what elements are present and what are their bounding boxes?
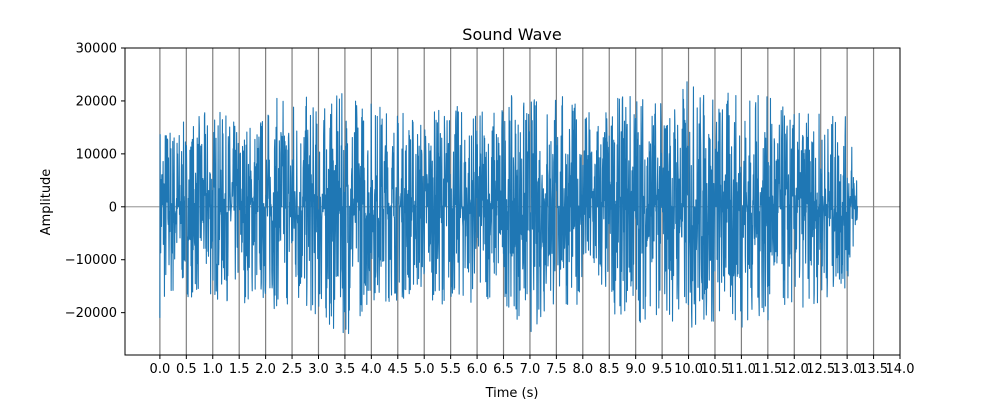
x-tick-label: 5.0 — [414, 362, 435, 377]
y-tick-label: 20000 — [76, 94, 117, 109]
x-tick-label: 7.0 — [520, 362, 541, 377]
x-tick-label: 14.0 — [886, 362, 915, 377]
x-tick-label: 4.0 — [361, 362, 382, 377]
x-tick-label: 13.5 — [859, 362, 888, 377]
x-tick-label: 1.5 — [229, 362, 250, 377]
waveform-series-line — [159, 81, 859, 335]
x-tick-label: 8.5 — [599, 362, 620, 377]
x-tick-label: 1.0 — [202, 362, 223, 377]
y-tick-label: −20000 — [65, 306, 117, 321]
x-tick-label: 6.5 — [493, 362, 514, 377]
y-axis-ticks: −20000 −10000 0 10000 20000 30000 — [65, 42, 125, 321]
x-tick-label: 12.5 — [806, 362, 835, 377]
x-axis-ticks: 0.0 0.5 1.0 1.5 2.0 2.5 3.0 3.5 4.0 4.5 5.0 5.5 6.0 6… — [150, 355, 915, 377]
x-tick-label: 11.0 — [727, 362, 756, 377]
x-tick-label: 10.5 — [700, 362, 729, 377]
plot-frame — [124, 47, 901, 356]
y-tick-label: 30000 — [76, 42, 117, 57]
x-tick-label: 2.0 — [255, 362, 276, 377]
x-tick-label: 8.0 — [572, 362, 593, 377]
x-tick-label: 7.5 — [546, 362, 567, 377]
x-tick-label: 13.0 — [833, 362, 862, 377]
x-tick-label: 4.5 — [387, 362, 408, 377]
x-tick-label: 3.5 — [335, 362, 356, 377]
x-tick-label: 3.0 — [308, 362, 329, 377]
x-tick-label: 2.5 — [282, 362, 303, 377]
x-tick-label: 11.5 — [753, 362, 782, 377]
y-tick-label: −10000 — [65, 253, 117, 268]
x-tick-label: 9.0 — [625, 362, 646, 377]
plot-area — [124, 47, 901, 356]
x-tick-label: 10.0 — [674, 362, 703, 377]
x-tick-label: 0.5 — [176, 362, 197, 377]
x-tick-label: 6.0 — [467, 362, 488, 377]
y-tick-label: 0 — [109, 200, 117, 215]
x-tick-label: 12.0 — [780, 362, 809, 377]
y-axis-label: Amplitude — [39, 169, 54, 236]
x-tick-label: 0.0 — [150, 362, 171, 377]
x-tick-label: 9.5 — [652, 362, 673, 377]
y-tick-label: 10000 — [76, 147, 117, 162]
chart-title: Sound Wave — [462, 25, 561, 44]
x-tick-label: 5.5 — [440, 362, 461, 377]
x-axis-label: Time (s) — [485, 386, 539, 400]
